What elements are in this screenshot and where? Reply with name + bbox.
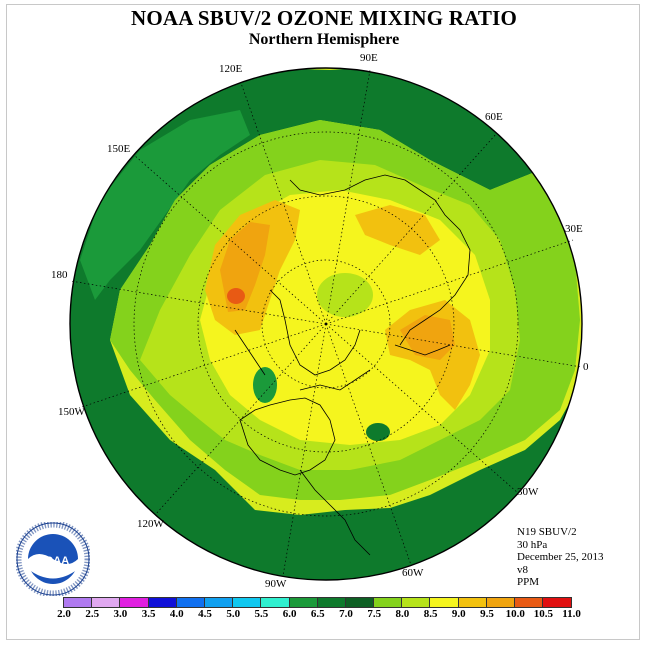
color-scale-segment [486, 598, 515, 607]
map-subtitle: Northern Hemisphere [248, 31, 400, 48]
color-scale-tick: 2.5 [85, 608, 100, 620]
color-scale-segment [64, 598, 93, 607]
lon-label: 120E [219, 63, 243, 75]
color-scale-segment [204, 598, 234, 607]
contour-core-b [253, 367, 277, 403]
lon-label: 60W [402, 567, 424, 579]
units: PPM [517, 576, 540, 589]
contour-core-pole [317, 273, 373, 317]
data-info: N19 SBUV/2 30 hPa December 25, 2013 v8 P… [517, 526, 603, 589]
lon-label: 30E [565, 223, 583, 235]
lon-label: 120W [137, 518, 165, 530]
noaa-logo: NOAA [16, 522, 90, 596]
lon-label: 90W [265, 578, 287, 590]
color-scale-tick: 4.0 [169, 608, 184, 620]
color-scale-segment [317, 598, 346, 607]
color-scale-segment [515, 598, 544, 607]
color-scale-tick: 5.0 [226, 608, 241, 620]
color-scale-tick: 6.0 [282, 608, 297, 620]
lon-label: 150E [107, 143, 131, 155]
color-scale-segment [430, 598, 459, 607]
contour-band-6.5 [70, 68, 582, 580]
lon-label: 60E [485, 111, 503, 123]
color-scale-segment [92, 598, 121, 607]
color-scale-tick: 7.5 [367, 608, 382, 620]
latitude-circles [133, 131, 519, 517]
map-boundary [69, 67, 583, 581]
color-scale-segment [543, 598, 572, 607]
color-scale-tick: 10.5 [533, 608, 554, 620]
version: v8 [517, 563, 528, 576]
color-scale-ticks: 2.0 2.5 3.0 3.5 4.0 4.5 5.0 5.5 6.0 6.5 7.0 7.5 8.0 8… [0, 608, 648, 622]
map-title: NOAA SBUV/2 OZONE MIXING RATIO [131, 6, 517, 30]
color-scale-tick: 3.0 [113, 608, 128, 620]
color-scale-tick: 3.5 [141, 608, 156, 620]
date: December 25, 2013 [517, 551, 604, 564]
color-scale-tick: 5.5 [254, 608, 269, 620]
color-scale-tick: 4.5 [198, 608, 212, 620]
color-scale-segment [176, 598, 205, 607]
noaa-logo-wordmark: NOAA [37, 555, 69, 567]
color-scale-tick: 9.5 [480, 608, 494, 620]
figure-frame [6, 4, 640, 640]
color-scale-tick: 9.0 [451, 608, 466, 620]
color-scale-segment [233, 598, 262, 607]
color-scale-segment [261, 598, 290, 607]
color-scale-bar [63, 597, 573, 608]
meridians [70, 69, 582, 577]
color-scale-segment [458, 598, 487, 607]
pressure-level: 30 hPa [517, 538, 548, 551]
color-scale-tick: 2.0 [57, 608, 71, 620]
color-scale-tick: 10.0 [505, 608, 525, 620]
color-scale-tick: 8.0 [395, 608, 410, 620]
lon-label: 180 [51, 269, 68, 281]
color-scale-segment [345, 598, 375, 607]
lon-label: 30W [517, 486, 539, 498]
color-scale-segment [402, 598, 431, 607]
color-scale-segment [374, 598, 403, 607]
color-scale-segment [148, 598, 177, 607]
lon-label: 150W [58, 406, 86, 418]
contour-band-8.5-b [355, 205, 440, 255]
contour-band-9.5 [227, 288, 245, 304]
color-scale-tick: 8.5 [423, 608, 438, 620]
color-scale-tick: 6.5 [310, 608, 325, 620]
color-scale-segment [289, 598, 318, 607]
longitude-labels: 90E 60E 30E 0 30W 60W 90W 120W 150W 180 … [51, 52, 589, 590]
instrument: N19 SBUV/2 [517, 526, 577, 538]
color-scale-segment [120, 598, 149, 607]
contour-core-a [366, 423, 390, 441]
contour-band-6.0 [80, 110, 250, 300]
lon-label: 90E [360, 52, 378, 64]
color-scale-tick: 7.0 [339, 608, 353, 620]
lon-label: 0 [583, 361, 589, 373]
coastlines [234, 174, 471, 556]
color-scale-tick: 11.0 [562, 608, 581, 620]
